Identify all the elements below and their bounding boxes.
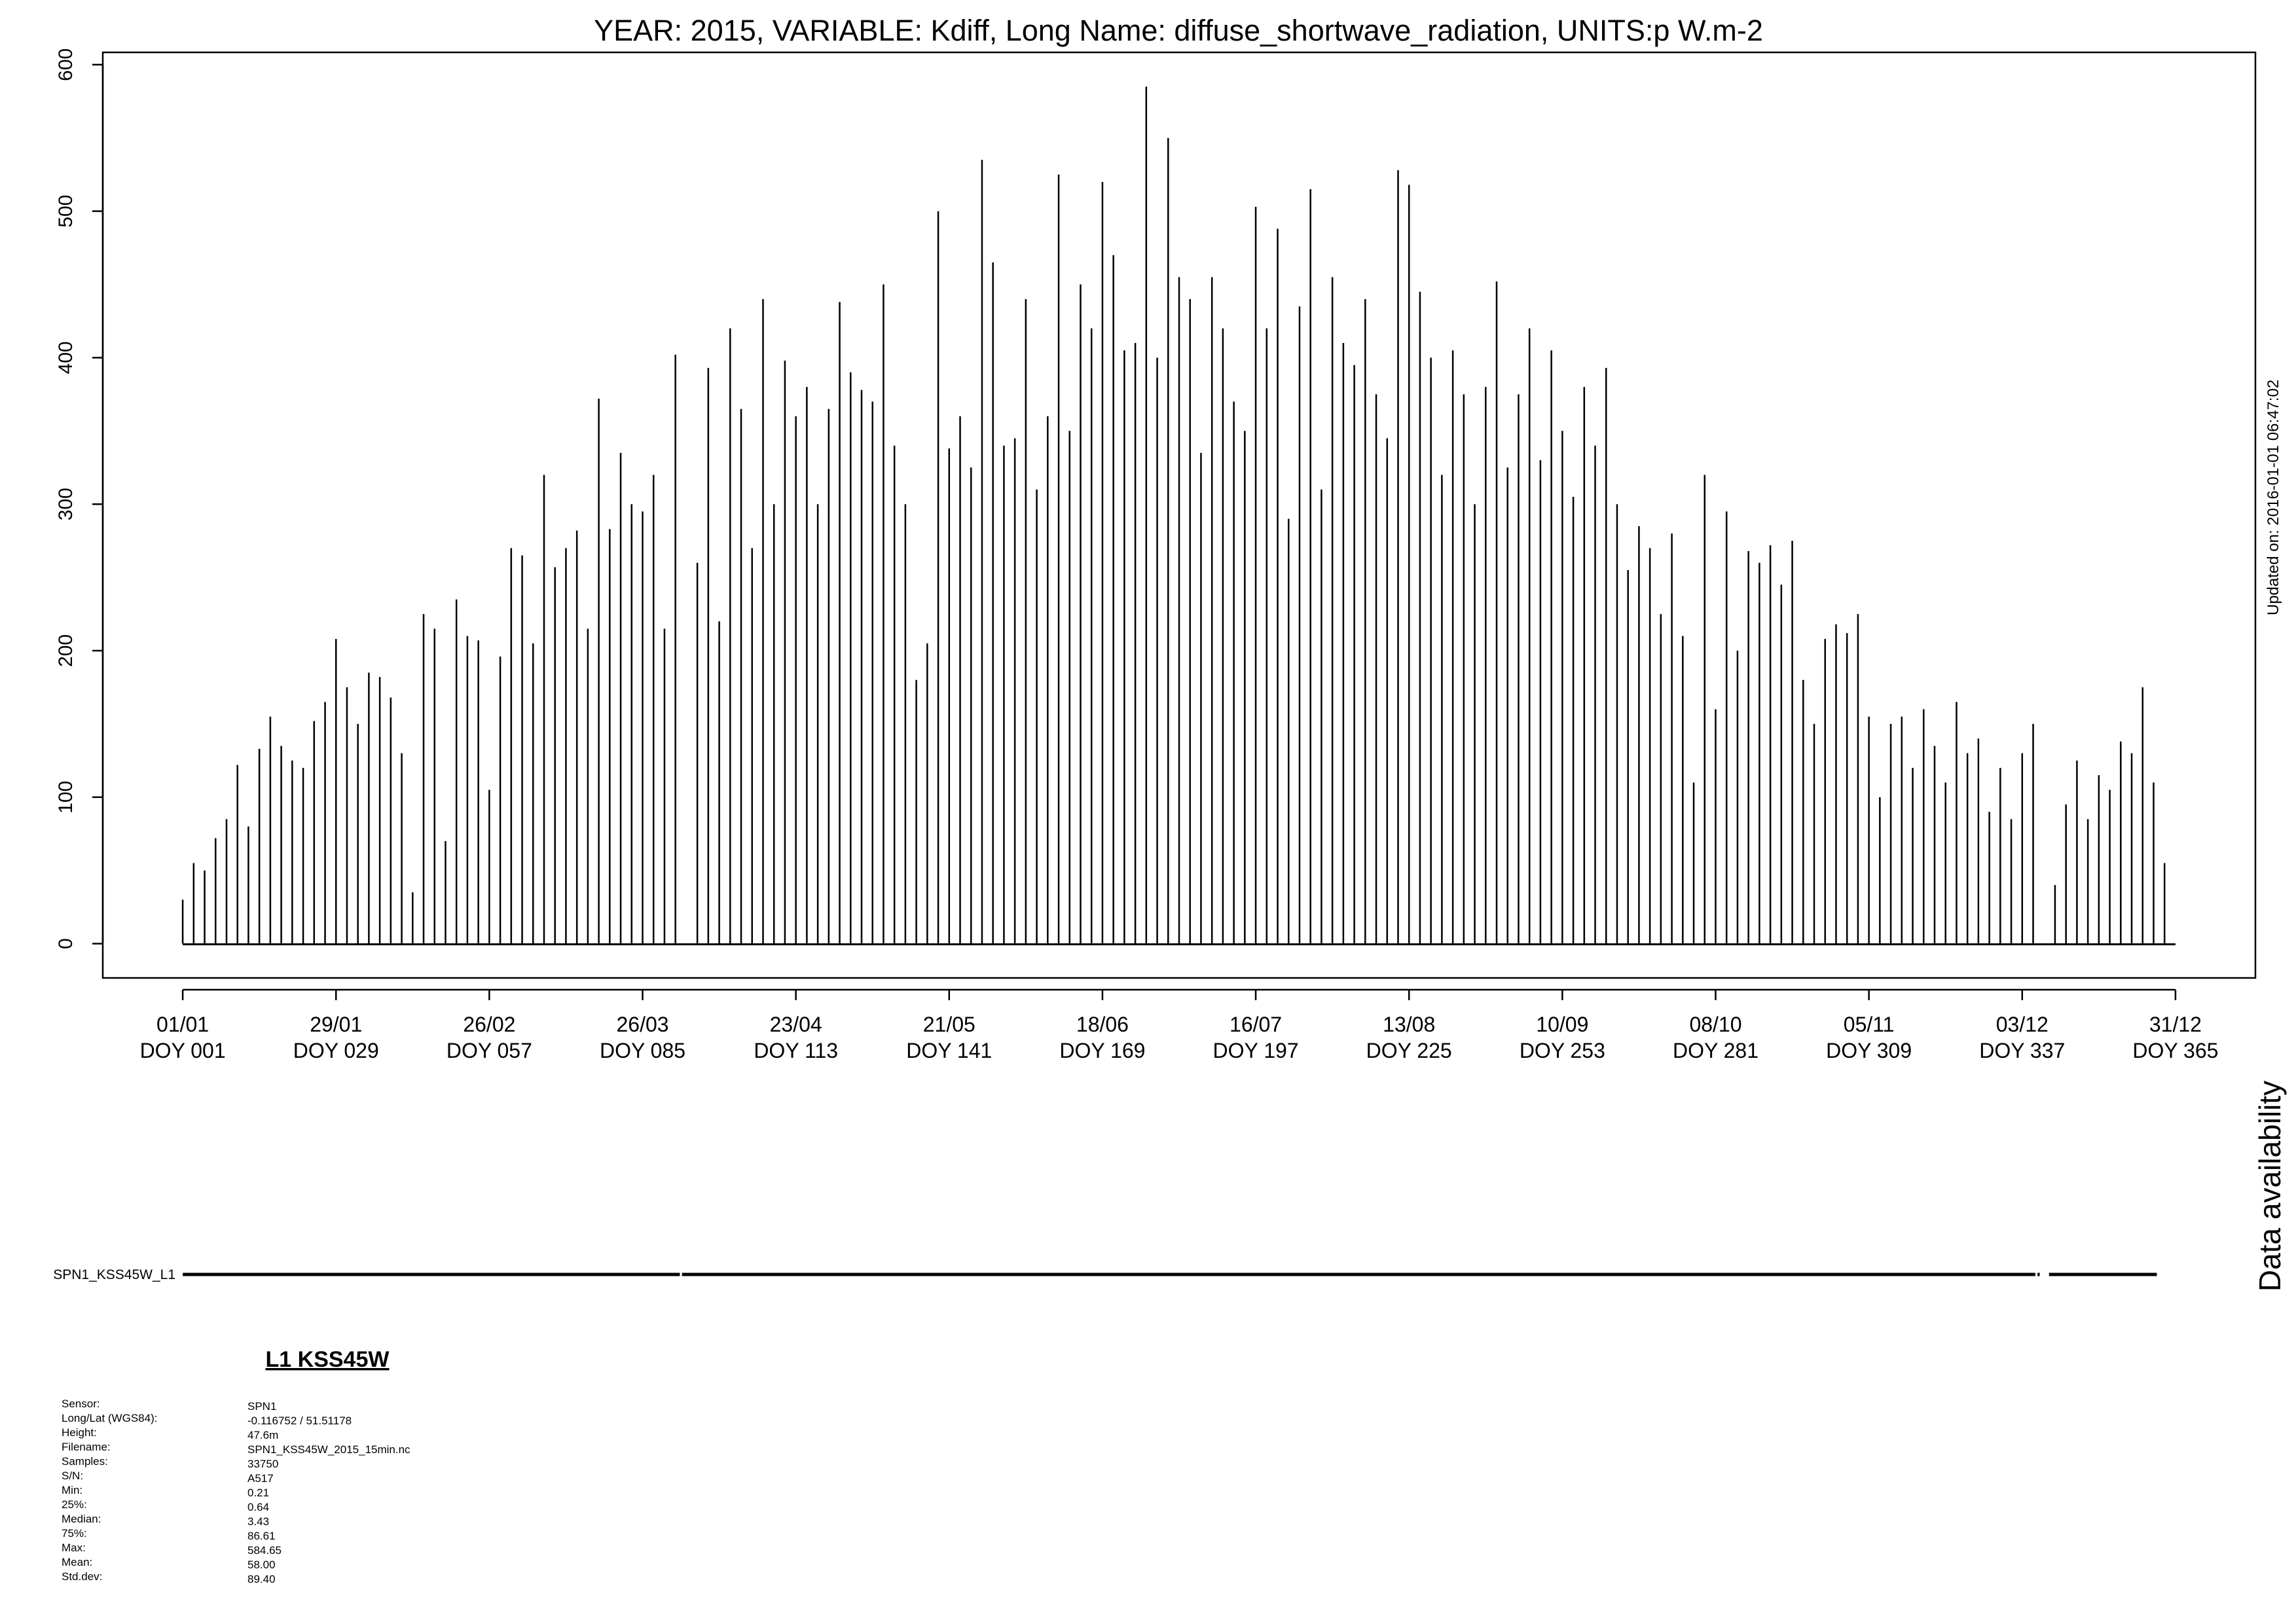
info-value: -0.116752 / 51.51178 (247, 1415, 352, 1427)
info-value: 0.21 (247, 1487, 269, 1499)
x-tick-sublabel: DOY 029 (293, 1039, 379, 1062)
x-tick-sublabel: DOY 337 (1979, 1039, 2065, 1062)
info-key: Samples: (62, 1455, 108, 1468)
info-value: 3.43 (247, 1515, 269, 1528)
x-tick-sublabel: DOY 309 (1826, 1039, 1912, 1062)
x-tick-label: 23/04 (770, 1013, 822, 1036)
x-tick-sublabel: DOY 113 (754, 1039, 838, 1062)
info-key: S/N: (62, 1470, 83, 1482)
x-tick-label: 08/10 (1689, 1013, 1741, 1036)
info-key: Sensor: (62, 1398, 100, 1410)
y-tick-label: 400 (55, 341, 77, 374)
info-value: 47.6m (247, 1429, 278, 1441)
y-tick-label: 0 (55, 938, 77, 949)
x-tick-label: 29/01 (310, 1013, 362, 1036)
info-key: Median: (62, 1513, 101, 1525)
x-tick-label: 16/07 (1230, 1013, 1282, 1036)
x-tick-sublabel: DOY 057 (446, 1039, 532, 1062)
info-key: Max: (62, 1542, 86, 1554)
info-key: Height: (62, 1426, 97, 1439)
x-tick-sublabel: DOY 225 (1366, 1039, 1452, 1062)
info-value: SPN1_KSS45W_2015_15min.nc (247, 1443, 410, 1456)
y-tick-label: 600 (55, 48, 77, 81)
x-tick-sublabel: DOY 169 (1059, 1039, 1145, 1062)
x-tick-label: 21/05 (923, 1013, 975, 1036)
x-tick-sublabel: DOY 141 (906, 1039, 992, 1062)
x-tick-label: 01/01 (156, 1013, 209, 1036)
x-tick-label: 10/09 (1536, 1013, 1588, 1036)
info-value: 0.64 (247, 1501, 269, 1513)
y-tick-label: 100 (55, 781, 77, 814)
info-key: Mean: (62, 1556, 92, 1568)
info-value: SPN1 (247, 1400, 276, 1413)
info-value: 584.65 (247, 1544, 282, 1557)
chart-title: YEAR: 2015, VARIABLE: Kdiff, Long Name: … (594, 14, 1763, 47)
x-tick-label: 26/02 (463, 1013, 515, 1036)
info-key: Std.dev: (62, 1570, 102, 1583)
x-tick-sublabel: DOY 281 (1673, 1039, 1758, 1062)
info-value: 58.00 (247, 1559, 276, 1571)
y-tick-label: 500 (55, 195, 77, 228)
updated-note: Updated on: 2016-01-01 06:47:02 (2265, 380, 2282, 615)
info-title: L1 KSS45W (266, 1347, 390, 1372)
info-value: 86.61 (247, 1530, 276, 1542)
info-key: Filename: (62, 1441, 111, 1453)
x-tick-label: 31/12 (2149, 1013, 2202, 1036)
availability-label: SPN1_KSS45W_L1 (53, 1267, 175, 1282)
x-tick-sublabel: DOY 253 (1520, 1039, 1605, 1062)
y-tick-label: 300 (55, 488, 77, 520)
x-tick-label: 18/06 (1076, 1013, 1129, 1036)
info-key: 75%: (62, 1527, 87, 1540)
x-tick-sublabel: DOY 365 (2132, 1039, 2218, 1062)
info-key: Min: (62, 1484, 82, 1496)
info-value: 33750 (247, 1458, 278, 1470)
x-tick-label: 03/12 (1996, 1013, 2049, 1036)
x-tick-sublabel: DOY 001 (140, 1039, 226, 1062)
x-tick-label: 05/11 (1844, 1013, 1895, 1036)
x-tick-sublabel: DOY 197 (1213, 1039, 1299, 1062)
availability-title: Data availability (2253, 1081, 2287, 1291)
info-key: Long/Lat (WGS84): (62, 1412, 157, 1424)
x-tick-label: 26/03 (616, 1013, 668, 1036)
x-tick-sublabel: DOY 085 (600, 1039, 685, 1062)
info-key: 25%: (62, 1498, 87, 1511)
info-value: A517 (247, 1472, 274, 1485)
x-tick-label: 13/08 (1383, 1013, 1435, 1036)
y-tick-label: 200 (55, 634, 77, 667)
info-value: 89.40 (247, 1573, 276, 1585)
